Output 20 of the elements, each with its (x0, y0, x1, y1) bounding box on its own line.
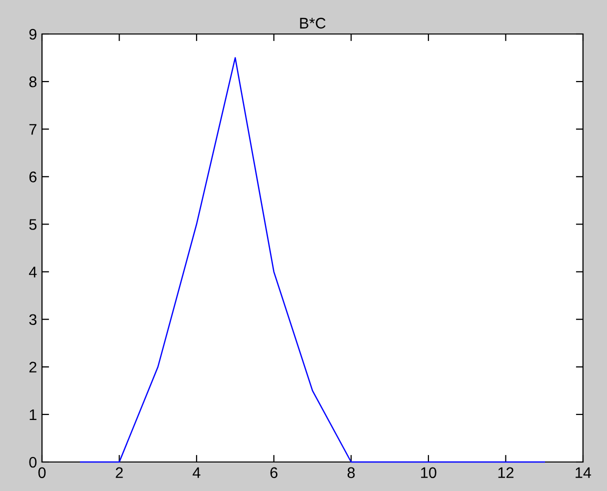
y-tick-label: 6 (29, 172, 36, 182)
x-tick-label: 6 (270, 467, 278, 478)
y-tick-label: 5 (29, 219, 36, 230)
y-tick-label: 4 (28, 266, 37, 278)
y-tick-label: 1 (30, 409, 36, 420)
x-tick-label: 12 (498, 467, 514, 478)
y-tick-label: 0 (29, 456, 37, 468)
x-tick-label: 10 (421, 467, 436, 478)
x-tick-label: 8 (348, 467, 355, 478)
y-tick-label: 9 (29, 28, 36, 40)
y-tick-label: 3 (29, 314, 36, 326)
y-tick-label: 7 (29, 124, 36, 135)
x-tick-label: 2 (116, 467, 123, 478)
x-tick-label: 14 (576, 467, 592, 478)
y-tick-label: 2 (29, 362, 36, 372)
x-tick-label: 0 (38, 467, 46, 478)
chart-title: B*C (300, 18, 326, 29)
x-tick-label: 4 (192, 467, 200, 478)
y-tick-label: 8 (29, 76, 36, 88)
line-series (80, 57, 545, 463)
